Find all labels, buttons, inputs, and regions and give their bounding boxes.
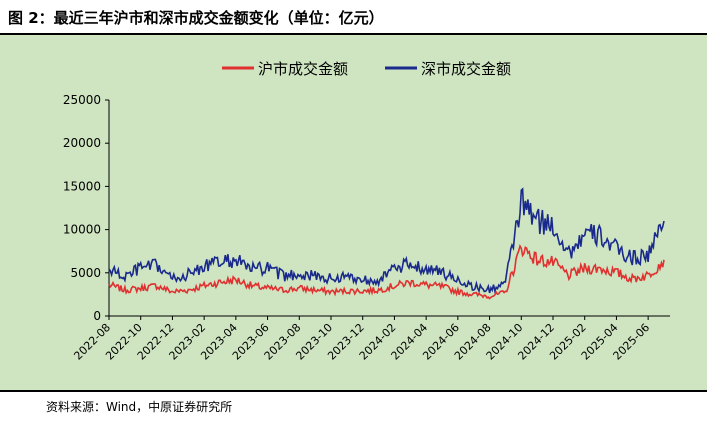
- y-tick-label: 5000: [70, 266, 101, 280]
- y-tick-label: 20000: [63, 136, 101, 150]
- y-ticks: 0 5000 10000 15000 20000 25000: [63, 93, 109, 323]
- figure-footer: 资料来源：Wind，中原证券研究所: [0, 390, 707, 422]
- chart-area: 沪市成交金额 深市成交金额 0 5000 10000 15000 20000 25000 …: [0, 35, 707, 390]
- line-chart: 沪市成交金额 深市成交金额 0500010000150002000025000 …: [63, 60, 670, 363]
- figure-header: 图 2：最近三年沪市和深市成交金额变化（单位：亿元）: [0, 0, 707, 35]
- y-tick-label: 15000: [63, 179, 101, 193]
- source-note: 资料来源：Wind，中原证券研究所: [46, 400, 233, 414]
- series-lines: [108, 187, 665, 300]
- legend-label-sz: 深市成交金额: [421, 60, 511, 78]
- figure-title: 图 2：最近三年沪市和深市成交金额变化（单位：亿元）: [8, 9, 384, 27]
- y-tick-label: 0: [93, 309, 101, 323]
- legend: 沪市成交金额 深市成交金额: [222, 60, 511, 78]
- x-ticks: 2022-082022-102022-122023-022023-042023-…: [71, 316, 652, 363]
- y-tick-label: 25000: [63, 93, 101, 107]
- y-tick-label: 10000: [63, 223, 101, 237]
- series-line-sz: [108, 187, 665, 295]
- series-line-sh: [108, 244, 665, 300]
- legend-label-sh: 沪市成交金额: [258, 60, 348, 78]
